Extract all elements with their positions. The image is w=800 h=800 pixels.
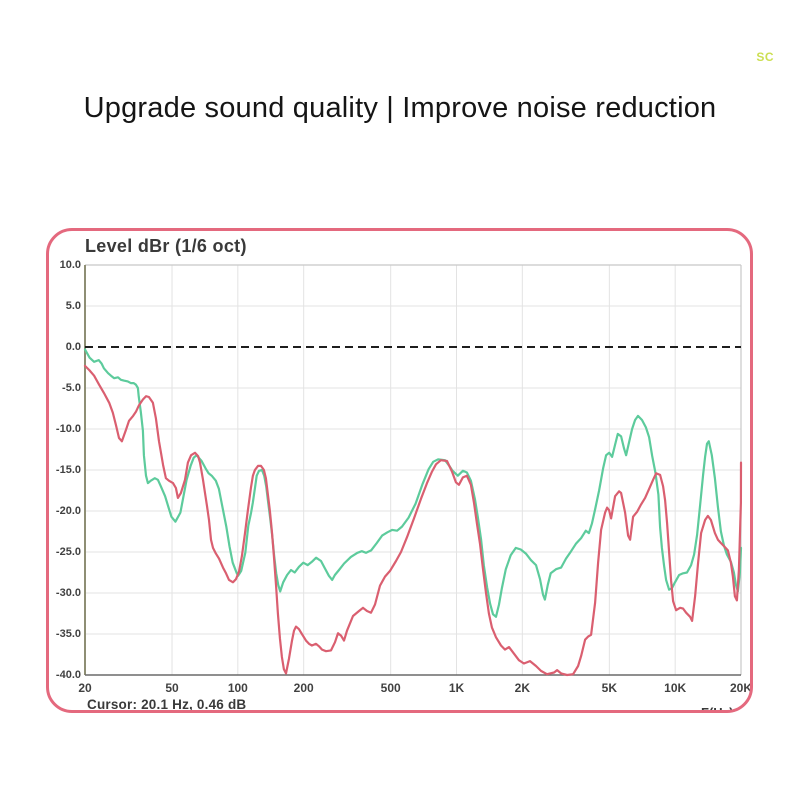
watermark-badge: SC (756, 50, 774, 64)
chart-title: Level dBr (1/6 oct) (85, 236, 247, 256)
y-tick-label: -5.0 (62, 382, 81, 394)
x-tick-label: 2K (514, 681, 530, 695)
x-tick-label: 20 (78, 681, 92, 695)
x-tick-label: 1K (448, 681, 465, 695)
y-tick-label: -30.0 (55, 587, 81, 599)
series-path-response-green (83, 348, 743, 618)
headline: Upgrade sound quality | Improve noise re… (83, 92, 717, 124)
x-tick-label: 50 (165, 681, 179, 695)
y-tick-label: -15.0 (55, 464, 81, 476)
x-tick-label: 500 (380, 681, 401, 695)
x-tick-label: 10K (664, 681, 687, 695)
chart-card: Level dBr (1/6 oct) 10.0 5.0 0.0 -5.0 -10.0 -… (46, 228, 753, 713)
series-path-response-red (83, 364, 743, 677)
y-tick-label: -35.0 (55, 628, 81, 640)
x-tick-label: 200 (293, 681, 314, 695)
x-tick-label: 5K (601, 681, 618, 695)
x-tick-label: 100 (227, 681, 248, 695)
x-axis-unit-label: F(Hz) (701, 705, 734, 713)
x-tick-label: 20K (729, 681, 753, 695)
y-tick-label: -10.0 (55, 423, 81, 435)
y-tick-label: -40.0 (55, 669, 81, 681)
y-tick-label: 0.0 (65, 341, 81, 353)
y-tick-label: 10.0 (59, 259, 81, 271)
y-tick-label: -25.0 (55, 546, 81, 558)
cursor-readout: Cursor: 20.1 Hz, 0.46 dB (87, 697, 247, 712)
y-tick-label: -20.0 (55, 505, 81, 517)
frequency-response-chart (83, 264, 743, 677)
chart-canvas (83, 264, 743, 677)
y-tick-label: 5.0 (65, 300, 81, 312)
